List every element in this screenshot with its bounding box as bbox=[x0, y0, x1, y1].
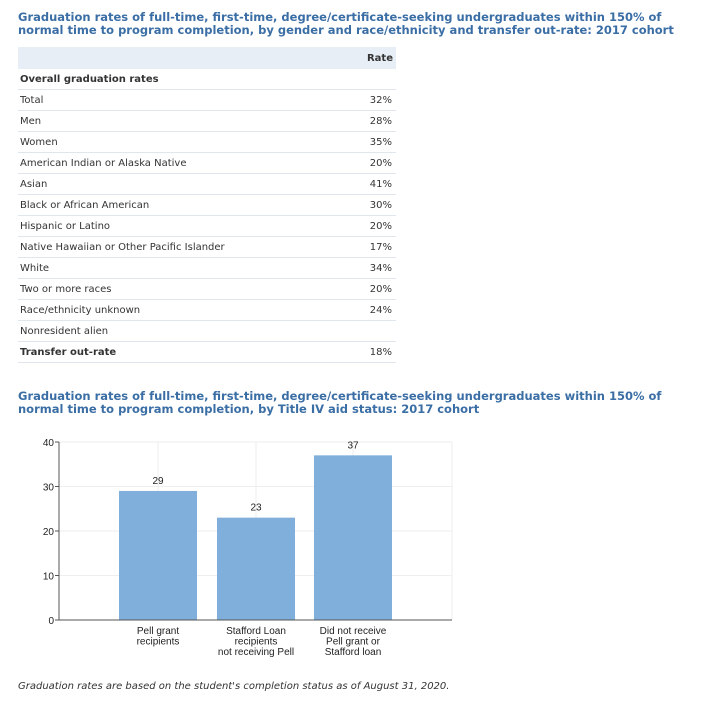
data-label: 29 bbox=[152, 476, 164, 487]
chart-title: Graduation rates of full-time, first-tim… bbox=[18, 389, 662, 416]
table-row: Black or African American 30% bbox=[18, 194, 396, 216]
row-label: Two or more races bbox=[18, 278, 346, 300]
row-label: Total bbox=[18, 89, 346, 111]
table-row: Men 28% bbox=[18, 110, 396, 132]
graduation-rates-table: Rate Overall graduation rates Total 32% Men… bbox=[18, 47, 396, 363]
table-row: Overall graduation rates bbox=[18, 69, 396, 90]
row-label: Black or African American bbox=[18, 194, 346, 216]
y-tick-label: 20 bbox=[43, 527, 55, 538]
row-value bbox=[345, 69, 396, 90]
row-value: 34% bbox=[345, 257, 396, 279]
table-row: Nonresident alien bbox=[18, 320, 396, 342]
row-value: 35% bbox=[345, 131, 396, 153]
data-label: 23 bbox=[250, 503, 262, 514]
y-tick-label: 0 bbox=[48, 616, 54, 627]
table-row: Total 32% bbox=[18, 89, 396, 111]
x-tick-label: Pell grant bbox=[137, 626, 179, 637]
row-value: 20% bbox=[345, 152, 396, 174]
x-tick-label: Did not receive bbox=[320, 626, 387, 637]
row-label: Transfer out-rate bbox=[18, 341, 346, 363]
row-label: Overall graduation rates bbox=[18, 69, 346, 90]
row-label: Nonresident alien bbox=[18, 320, 346, 342]
y-tick-label: 10 bbox=[43, 572, 55, 583]
x-tick-label: Stafford Loan bbox=[226, 626, 286, 637]
row-label: Hispanic or Latino bbox=[18, 215, 346, 237]
x-tick-label: recipients bbox=[235, 637, 278, 648]
table-row: Hispanic or Latino 20% bbox=[18, 215, 396, 237]
row-label: White bbox=[18, 257, 346, 279]
row-value: 24% bbox=[345, 299, 396, 321]
bar bbox=[217, 517, 295, 620]
row-value: 20% bbox=[345, 278, 396, 300]
x-tick-label: Stafford loan bbox=[325, 647, 382, 658]
row-label: Native Hawaiian or Other Pacific Islande… bbox=[18, 236, 346, 258]
footnote: Graduation rates are based on the studen… bbox=[18, 681, 450, 692]
row-value: 30% bbox=[345, 194, 396, 216]
row-label: American Indian or Alaska Native bbox=[18, 152, 346, 174]
row-label: Men bbox=[18, 110, 346, 132]
bar bbox=[314, 455, 392, 620]
x-tick-label: recipients bbox=[137, 637, 180, 648]
table-title: Graduation rates of full-time, first-tim… bbox=[18, 10, 674, 37]
col-header-rate: Rate bbox=[345, 47, 396, 69]
table-row: Transfer out-rate 18% bbox=[18, 341, 396, 363]
table-row: White 34% bbox=[18, 257, 396, 279]
row-value: 28% bbox=[345, 110, 396, 132]
y-tick-label: 30 bbox=[43, 483, 55, 494]
row-value bbox=[345, 320, 396, 342]
bar bbox=[119, 490, 197, 620]
table-row: Native Hawaiian or Other Pacific Islande… bbox=[18, 236, 396, 258]
row-value: 18% bbox=[345, 341, 396, 363]
x-tick-label: Pell grant or bbox=[326, 637, 381, 648]
y-tick-label: 40 bbox=[43, 438, 55, 449]
row-value: 17% bbox=[345, 236, 396, 258]
table-row: American Indian or Alaska Native 20% bbox=[18, 152, 396, 174]
row-value: 32% bbox=[345, 89, 396, 111]
row-label: Race/ethnicity unknown bbox=[18, 299, 346, 321]
table-row: Asian 41% bbox=[18, 173, 396, 195]
row-label: Asian bbox=[18, 173, 346, 195]
col-header-label bbox=[18, 47, 346, 69]
table-row: Two or more races 20% bbox=[18, 278, 396, 300]
row-value: 41% bbox=[345, 173, 396, 195]
row-value: 20% bbox=[345, 215, 396, 237]
row-label: Women bbox=[18, 131, 346, 153]
x-tick-label: not receiving Pell bbox=[218, 647, 294, 658]
data-label: 37 bbox=[347, 440, 359, 451]
table-row: Race/ethnicity unknown 24% bbox=[18, 299, 396, 321]
table-row: Women 35% bbox=[18, 131, 396, 153]
